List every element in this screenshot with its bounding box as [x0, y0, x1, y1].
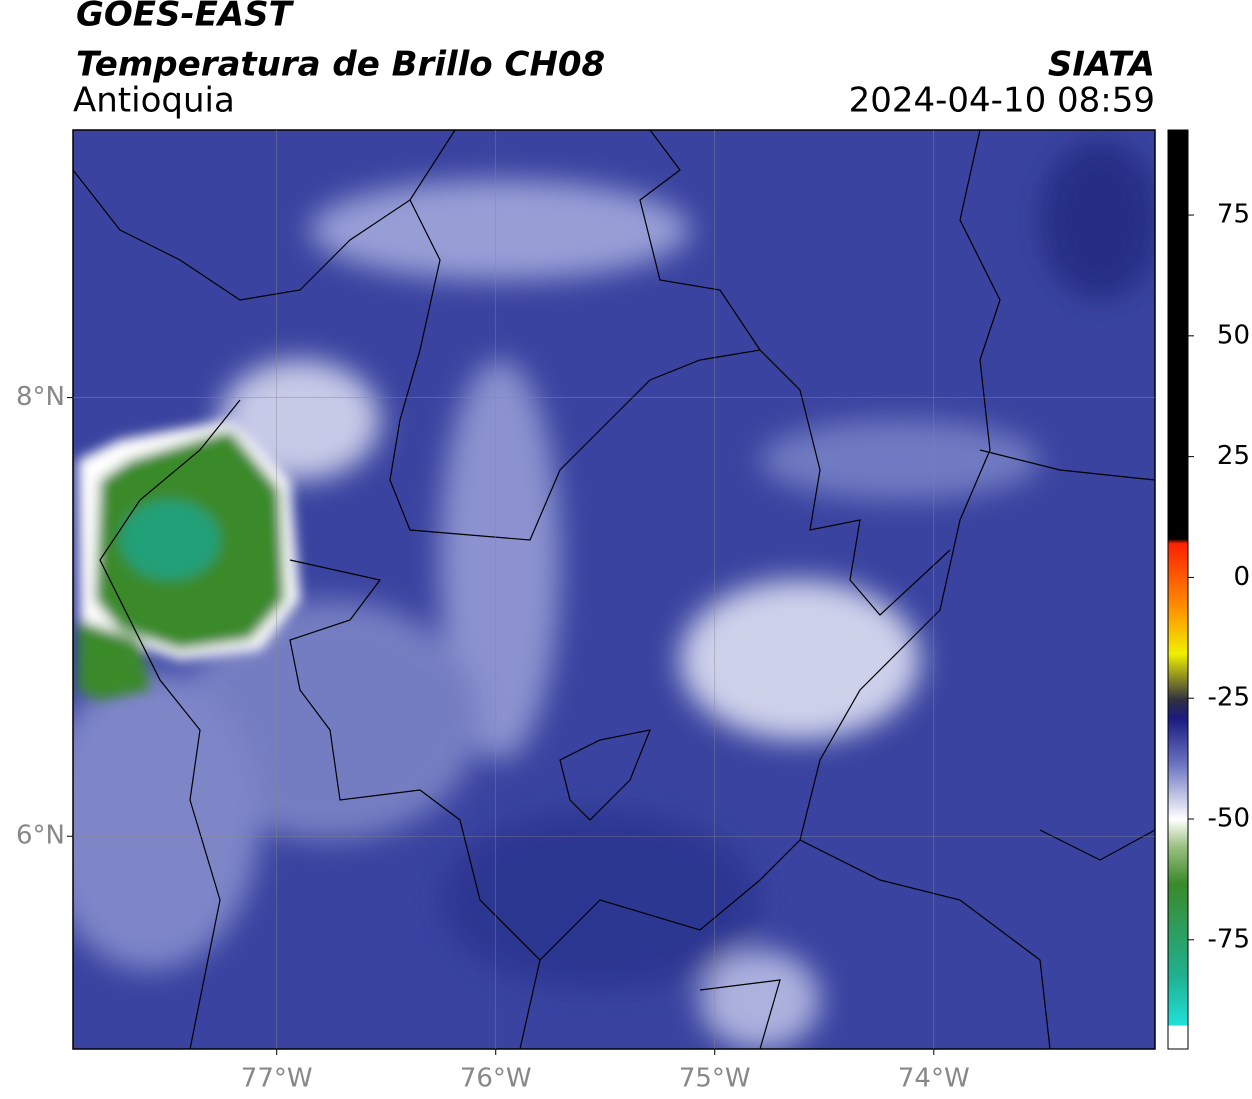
- colorbar: [1167, 129, 1189, 1050]
- title: GOES-EAST: [76, 0, 295, 35]
- x-tick-label: 77°W: [241, 1064, 313, 1094]
- source: SIATA: [1048, 45, 1155, 85]
- y-tick-label: 8°N: [16, 382, 65, 412]
- colorbar-label: -75: [1208, 924, 1250, 954]
- y-tick-label: 6°N: [16, 821, 65, 851]
- colorbar-label: 75: [1217, 200, 1250, 230]
- satellite-image: [73, 130, 1155, 1049]
- subtitle: Temperatura de Brillo CH08: [76, 45, 605, 85]
- x-tick-label: 75°W: [679, 1064, 751, 1094]
- colorbar-label: 25: [1217, 441, 1250, 471]
- colorbar-label: 50: [1217, 320, 1250, 350]
- region: Antioquia: [73, 81, 235, 121]
- colorbar-label: 0: [1233, 562, 1250, 592]
- borders: [73, 130, 1155, 1049]
- x-tick-label: 76°W: [460, 1064, 532, 1094]
- datetime: 2024-04-10 08:59: [849, 81, 1155, 121]
- map-frame: [72, 129, 1156, 1050]
- colorbar-label: -25: [1208, 683, 1250, 713]
- x-tick-label: 74°W: [898, 1064, 970, 1094]
- colorbar-label: -50: [1208, 804, 1250, 834]
